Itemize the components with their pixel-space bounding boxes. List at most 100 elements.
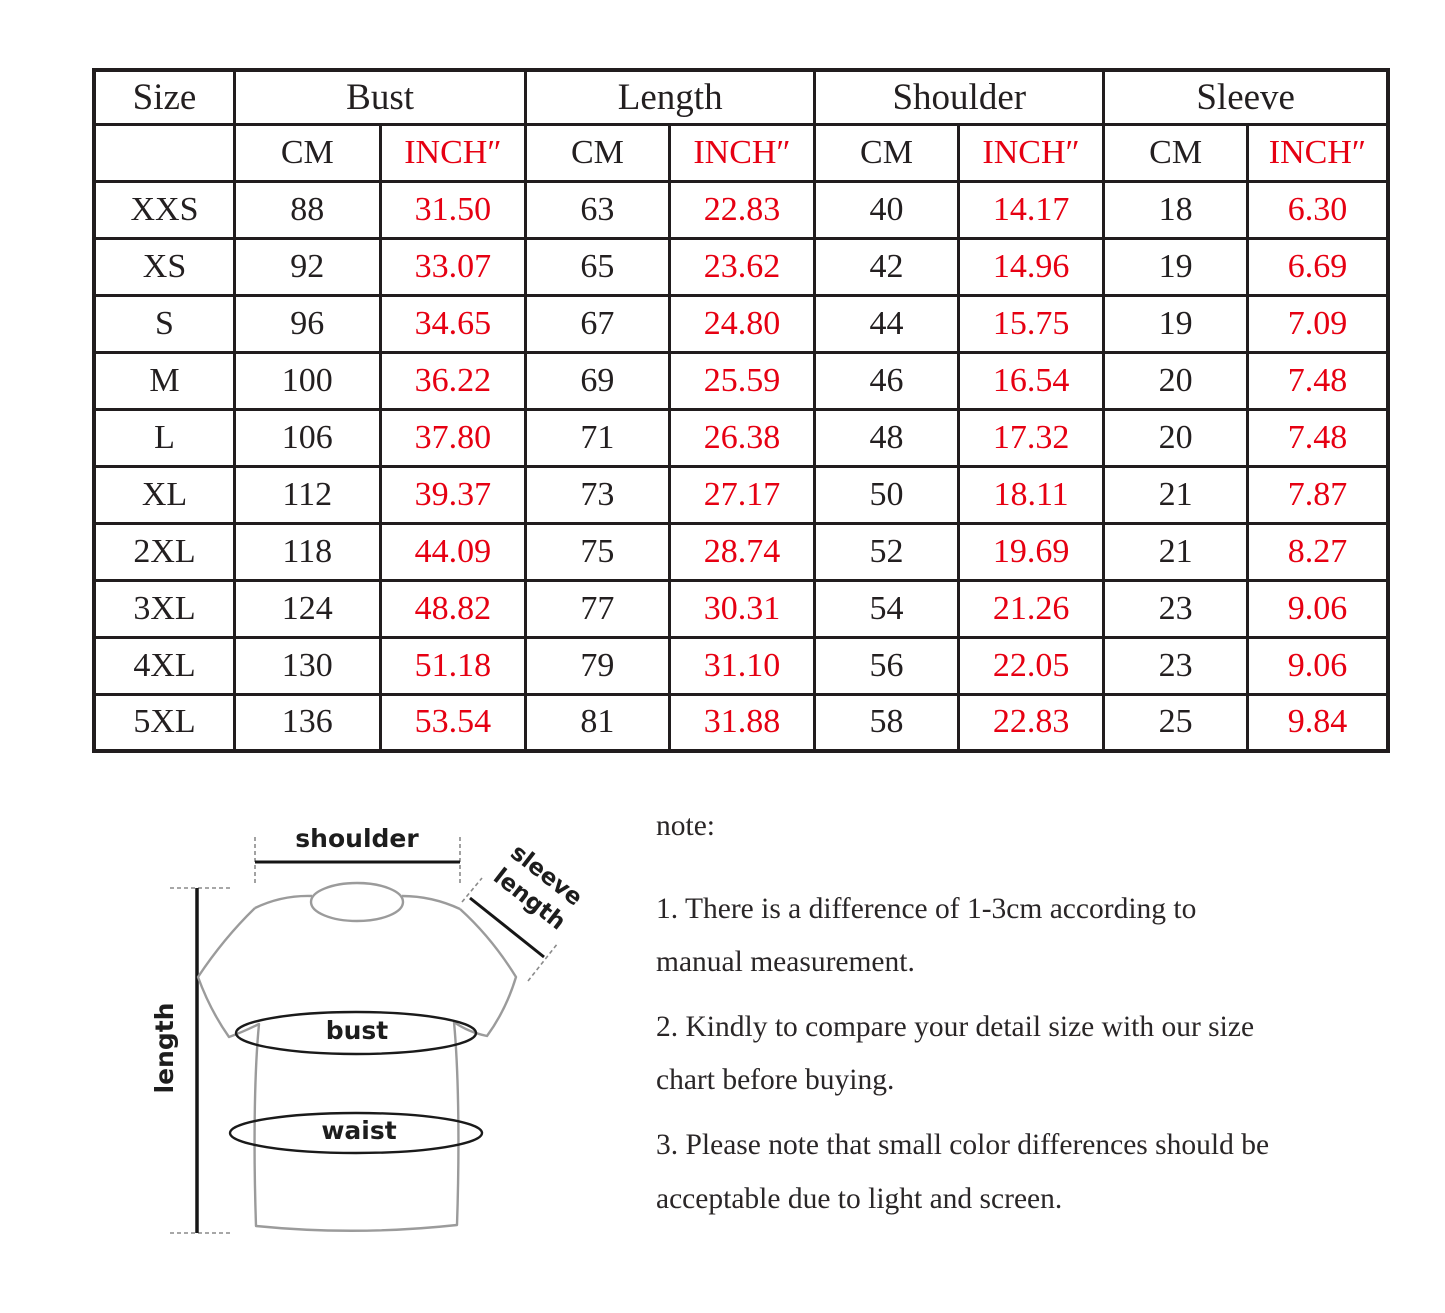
bust-cm: 100: [233, 350, 382, 411]
size-label: 3XL: [92, 578, 237, 639]
note-item-2: 2. Kindly to compare your detail size wi…: [656, 1011, 1255, 1097]
size-label: S: [92, 293, 237, 354]
header-shoulder-inch: INCH″: [956, 122, 1106, 183]
length-inch: 23.62: [667, 236, 817, 297]
sleeve-cm: 18: [1102, 179, 1249, 240]
size-chart-table: Size Bust Length Shoulder Sleeve CM INCH…: [92, 68, 1390, 753]
sleeve-inch: 9.06: [1245, 635, 1390, 696]
note-item-3: 3. Please note that small color differen…: [656, 1129, 1270, 1215]
header-size: Size: [92, 68, 237, 126]
length-cm: 79: [524, 635, 671, 696]
tshirt-diagram-svg: shoulder length bust waist sleeve length: [150, 824, 587, 1234]
bust-inch: 37.80: [378, 407, 528, 468]
table-group-header-row: Size Bust Length Shoulder Sleeve: [92, 68, 1390, 126]
size-label: L: [92, 407, 237, 468]
length-cm: 71: [524, 407, 671, 468]
tshirt-measurement-diagram: shoulder length bust waist sleeve length: [140, 805, 650, 1305]
bust-inch: 53.54: [378, 692, 528, 753]
sleeve-cm: 25: [1102, 692, 1249, 753]
bust-measure-ellipse: [234, 1010, 478, 1056]
sleeve-inch: 7.87: [1245, 464, 1390, 525]
length-cm: 67: [524, 293, 671, 354]
header-sleeve: Sleeve: [1102, 68, 1390, 126]
size-label: 2XL: [92, 521, 237, 582]
table-row-m: M 100 36.22 69 25.59 46 16.54 20 7.48: [92, 350, 1390, 411]
bust-cm: 136: [233, 692, 382, 753]
size-label: M: [92, 350, 237, 411]
length-inch: 28.74: [667, 521, 817, 582]
bust-inch: 39.37: [378, 464, 528, 525]
header-empty: [92, 122, 237, 183]
length-cm: 69: [524, 350, 671, 411]
sleeve-cm: 23: [1102, 635, 1249, 696]
length-inch: 26.38: [667, 407, 817, 468]
notes-section: note: 1. There is a difference of 1-3cm …: [656, 800, 1416, 1238]
bust-cm: 92: [233, 236, 382, 297]
sleeve-cm: 19: [1102, 293, 1249, 354]
header-sleeve-cm: CM: [1102, 122, 1249, 183]
table-row-s: S 96 34.65 67 24.80 44 15.75 19 7.09: [92, 293, 1390, 354]
shoulder-inch: 22.05: [956, 635, 1106, 696]
sleeve-cm: 23: [1102, 578, 1249, 639]
table-row-l: L 106 37.80 71 26.38 48 17.32 20 7.48: [92, 407, 1390, 468]
bust-cm: 106: [233, 407, 382, 468]
sleeve-inch: 7.48: [1245, 407, 1390, 468]
bust-inch: 31.50: [378, 179, 528, 240]
length-inch: 22.83: [667, 179, 817, 240]
bust-inch: 51.18: [378, 635, 528, 696]
waist-measure-ellipse: [228, 1111, 484, 1155]
shoulder-inch: 15.75: [956, 293, 1106, 354]
sleeve-inch: 7.09: [1245, 293, 1390, 354]
shoulder-cm: 58: [813, 692, 960, 753]
bust-inch: 34.65: [378, 293, 528, 354]
shoulder-inch: 14.96: [956, 236, 1106, 297]
sleeve-extension-line-top: [461, 877, 483, 903]
shoulder-cm: 48: [813, 407, 960, 468]
shoulder-inch: 22.83: [956, 692, 1106, 753]
table-row-xl: XL 112 39.37 73 27.17 50 18.11 21 7.87: [92, 464, 1390, 525]
header-length: Length: [524, 68, 817, 126]
length-inch: 30.31: [667, 578, 817, 639]
shoulder-cm: 46: [813, 350, 960, 411]
table-row-2xl: 2XL 118 44.09 75 28.74 52 19.69 21 8.27: [92, 521, 1390, 582]
shoulder-inch: 14.17: [956, 179, 1106, 240]
sleeve-cm: 20: [1102, 407, 1249, 468]
tshirt-right-shoulder-line: [401, 894, 461, 911]
bust-inch: 48.82: [378, 578, 528, 639]
header-bust: Bust: [233, 68, 528, 126]
length-cm: 63: [524, 179, 671, 240]
bust-cm: 88: [233, 179, 382, 240]
shoulder-inch: 17.32: [956, 407, 1106, 468]
shoulder-inch: 21.26: [956, 578, 1106, 639]
sleeve-cm: 20: [1102, 350, 1249, 411]
bust-cm: 112: [233, 464, 382, 525]
sleeve-cm: 21: [1102, 464, 1249, 525]
bust-cm: 96: [233, 293, 382, 354]
table-row-xxs: XXS 88 31.50 63 22.83 40 14.17 18 6.30: [92, 179, 1390, 240]
table-row-4xl: 4XL 130 51.18 79 31.10 56 22.05 23 9.06: [92, 635, 1390, 696]
bust-inch: 33.07: [378, 236, 528, 297]
bust-label: bust: [326, 1016, 389, 1045]
header-bust-cm: CM: [233, 122, 382, 183]
shoulder-inch: 18.11: [956, 464, 1106, 525]
shoulder-inch: 19.69: [956, 521, 1106, 582]
header-shoulder: Shoulder: [813, 68, 1106, 126]
notes-heading: note:: [656, 810, 715, 842]
table-unit-header-row: CM INCH″ CM INCH″ CM INCH″ CM INCH″: [92, 122, 1390, 183]
size-label: XS: [92, 236, 237, 297]
size-label: XL: [92, 464, 237, 525]
tshirt-collar: [309, 881, 405, 923]
sleeve-inch: 9.84: [1245, 692, 1390, 753]
shoulder-label: shoulder: [295, 824, 419, 853]
shoulder-cm: 40: [813, 179, 960, 240]
length-label: length: [150, 1003, 179, 1094]
size-label: 4XL: [92, 635, 237, 696]
length-inch: 25.59: [667, 350, 817, 411]
header-length-inch: INCH″: [667, 122, 817, 183]
sleeve-inch: 8.27: [1245, 521, 1390, 582]
header-shoulder-cm: CM: [813, 122, 960, 183]
sleeve-inch: 6.30: [1245, 179, 1390, 240]
sleeve-cm: 21: [1102, 521, 1249, 582]
table-row-xs: XS 92 33.07 65 23.62 42 14.96 19 6.69: [92, 236, 1390, 297]
sleeve-inch: 7.48: [1245, 350, 1390, 411]
